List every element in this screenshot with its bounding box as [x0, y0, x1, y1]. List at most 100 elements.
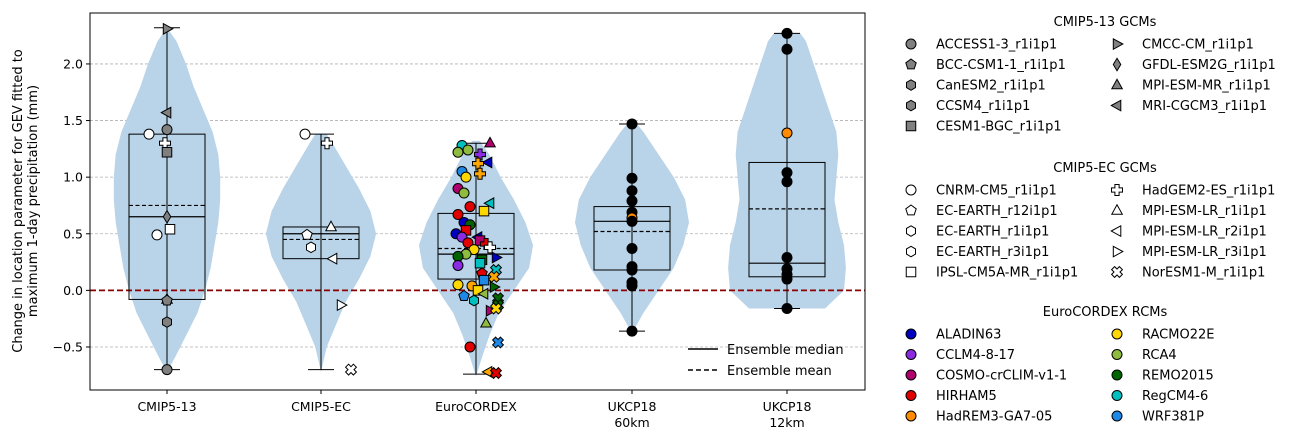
y-axis-ticks: −0.5 0.0 0.5 1.0 1.5 2.0 — [53, 56, 90, 354]
legend-marker — [1111, 390, 1123, 401]
data-point — [474, 257, 486, 269]
x-tick-label: 60km — [614, 415, 649, 430]
data-point — [161, 294, 173, 306]
data-point — [479, 316, 493, 328]
data-point — [626, 215, 638, 227]
legend-entry-label: REMO2015 — [1142, 369, 1214, 384]
data-point — [460, 171, 472, 183]
y-tick-label: 0.5 — [63, 226, 83, 241]
data-point — [626, 172, 638, 184]
y-axis-label-line-1: Change in location parameter for GEV fit… — [11, 49, 26, 353]
x-tick-label: EuroCORDEX — [435, 399, 517, 414]
legend-marker — [906, 245, 916, 258]
legend-entry-label: CanESM2_r1i1p1 — [936, 79, 1046, 94]
legend-marker — [1111, 369, 1123, 381]
legend-marker — [905, 204, 917, 216]
legend-entry-label: EC-EARTH_r1i1p1 — [936, 225, 1049, 240]
legend-marker — [1112, 57, 1122, 72]
legend-entry-label: MPI-ESM-LR_r2i1p1 — [1142, 225, 1267, 240]
legend-entry-label: RegCM4-6 — [1142, 389, 1208, 404]
legend-marker — [1110, 224, 1122, 238]
legend-entry-label: ACCESS1-3_r1i1p1 — [936, 38, 1057, 53]
legend-entry-label: COSMO-crCLIM-v1-1 — [936, 369, 1067, 384]
data-point — [626, 185, 638, 197]
legend-marker — [905, 184, 917, 196]
iqr-box — [437, 212, 515, 280]
y-tick-label: 1.0 — [63, 170, 83, 185]
data-point — [452, 209, 464, 221]
data-point — [160, 106, 172, 119]
legend-entry-label: MPI-ESM-MR_r1i1p1 — [1142, 79, 1271, 94]
data-point — [464, 341, 476, 353]
data-point — [161, 124, 173, 136]
data-point — [458, 289, 470, 301]
legend-marker — [1110, 99, 1122, 112]
legend-title: EuroCORDEX RCMs — [1043, 305, 1168, 320]
data-point — [781, 167, 793, 179]
legend-marker — [1111, 410, 1123, 422]
legend-marker — [905, 390, 917, 401]
data-point — [336, 298, 348, 312]
data-point — [164, 223, 176, 235]
legend-entry-label: RCA4 — [1142, 348, 1177, 363]
data-point — [781, 273, 793, 285]
legend-marker — [1110, 78, 1124, 90]
model-points — [143, 22, 793, 380]
legend-marker — [905, 349, 917, 360]
ensemble-median-legend-label: Ensemble median — [727, 343, 844, 358]
x-tick-label: 12km — [769, 415, 804, 430]
data-point — [478, 274, 490, 286]
data-point — [626, 118, 638, 130]
data-point — [626, 242, 638, 254]
data-point — [474, 167, 486, 180]
legend-marker — [906, 225, 916, 237]
legend-entry-label: EC-EARTH_r12i1p1 — [936, 204, 1058, 219]
data-point — [452, 250, 464, 262]
data-point — [452, 146, 464, 158]
legend-entry-label: BCC-CSM1-1_r1i1p1 — [936, 58, 1066, 73]
violins — [113, 27, 846, 377]
y-axis-label-line-2: maximum 1-day precipitation (mm) — [26, 85, 41, 317]
plot-area-frame — [89, 12, 866, 391]
legend-marker — [1111, 349, 1123, 360]
data-point — [161, 364, 173, 376]
legend-marker — [905, 38, 917, 50]
ensemble-legend: Ensemble median Ensemble mean — [688, 343, 844, 379]
legend-marker — [1112, 37, 1124, 51]
legend-entry-label: WRF381P — [1142, 410, 1204, 425]
legend-marker — [1110, 203, 1124, 215]
legend-entry-label: MPI-ESM-LR_r1i1p1 — [1142, 204, 1267, 219]
model-legends: CMIP5-13 GCMs ACCESS1-3_r1i1p1 BCC-CSM1-1_… — [905, 15, 1276, 425]
legend-entry-label: MRI-CGCM3_r1i1p1 — [1142, 99, 1267, 114]
data-point — [491, 336, 505, 349]
data-point — [626, 264, 638, 276]
data-point — [478, 205, 490, 217]
data-point — [626, 280, 638, 292]
legend-marker — [905, 58, 917, 70]
data-point — [781, 252, 793, 264]
data-point — [781, 302, 793, 314]
ensemble-mean-legend-label: Ensemble mean — [727, 364, 832, 379]
legend-entry-label: ALADIN63 — [936, 328, 1001, 343]
data-point — [489, 280, 501, 294]
legend-entry-label: HadREM3-GA7-05 — [936, 410, 1052, 425]
data-point — [162, 22, 174, 35]
legend-marker — [1111, 184, 1123, 196]
data-point — [162, 316, 172, 328]
data-point — [452, 259, 464, 271]
data-point — [462, 237, 474, 249]
data-point — [321, 137, 333, 150]
x-axis-ticks: CMIP5-13 CMIP5-EC EuroCORDEX UKCP1860kmUKCP… — [137, 390, 811, 430]
y-tick-label: 1.5 — [63, 113, 83, 128]
data-point — [469, 294, 479, 307]
x-tick-label: CMIP5-13 — [137, 399, 196, 414]
data-point — [326, 252, 338, 265]
data-point — [306, 241, 316, 254]
legend-entry-label: HadGEM2-ES_r1i1p1 — [1142, 184, 1275, 199]
data-point — [489, 366, 503, 380]
data-point — [489, 302, 503, 315]
legend-marker — [1110, 265, 1124, 279]
y-tick-label: 2.0 — [63, 56, 83, 71]
data-point — [151, 229, 163, 241]
